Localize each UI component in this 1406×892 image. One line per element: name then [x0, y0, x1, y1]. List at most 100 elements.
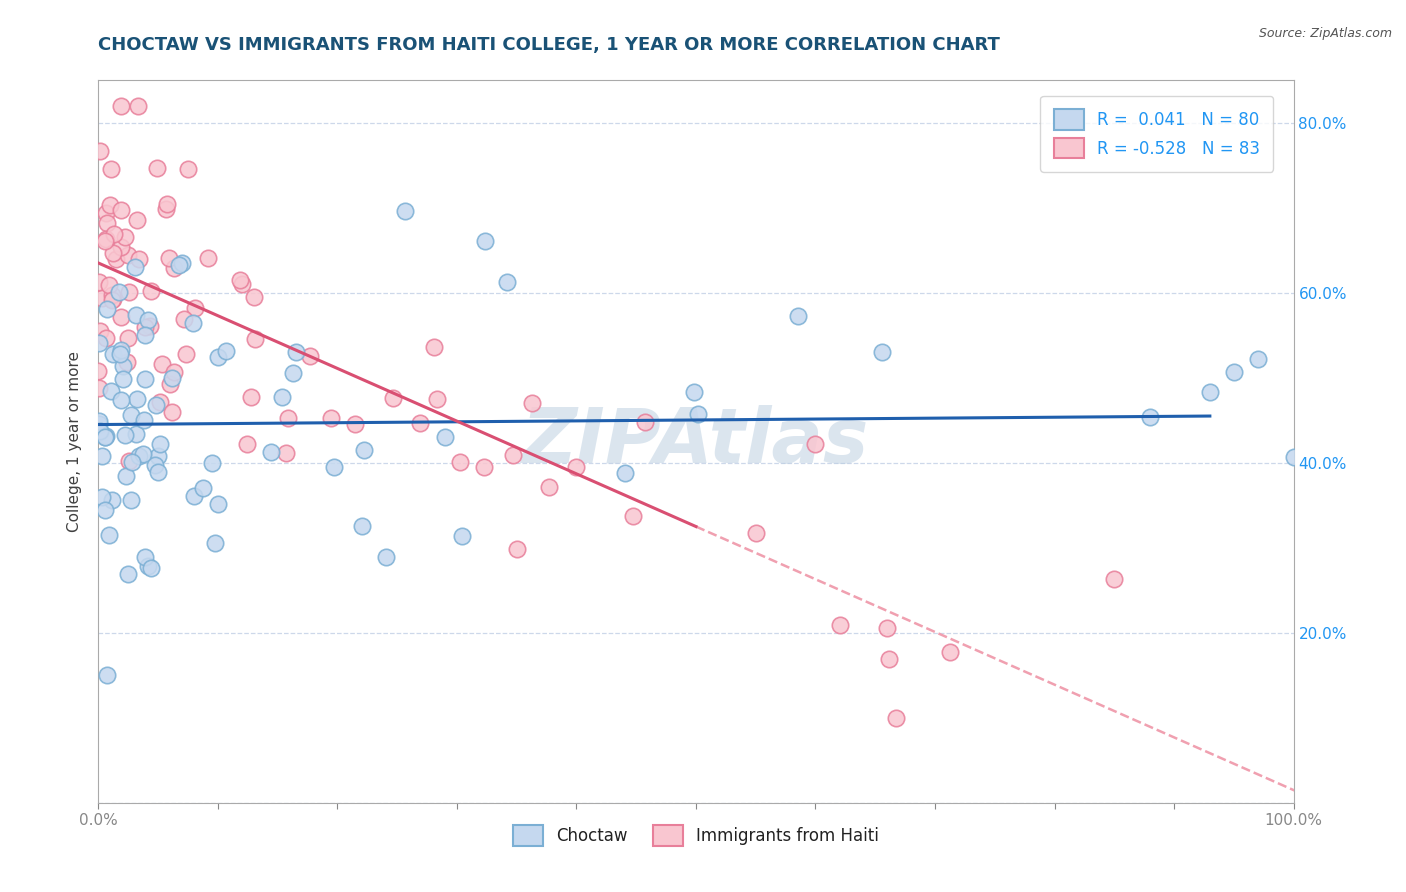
- Point: [870, 344, 893, 359]
- Point: [132, 412, 155, 426]
- Point: [1104, 573, 1126, 587]
- Point: [243, 332, 266, 346]
- Point: [134, 372, 156, 386]
- Point: [156, 197, 179, 211]
- Point: [299, 349, 322, 363]
- Point: [160, 371, 183, 385]
- Point: [125, 427, 148, 442]
- Point: [97, 278, 120, 293]
- Point: [101, 346, 124, 360]
- Point: [94, 428, 117, 442]
- Point: [229, 273, 252, 287]
- Point: [193, 481, 215, 495]
- Point: [804, 437, 827, 451]
- Point: [101, 246, 124, 260]
- Point: [121, 454, 143, 468]
- Point: [101, 292, 124, 306]
- Point: [115, 355, 138, 369]
- Point: [139, 561, 162, 575]
- Point: [114, 469, 136, 483]
- Point: [682, 384, 704, 399]
- Point: [89, 145, 111, 159]
- Point: [127, 213, 149, 227]
- Point: [110, 202, 132, 217]
- Point: [96, 216, 118, 230]
- Point: [1282, 450, 1305, 464]
- Text: ZIPAtlas: ZIPAtlas: [522, 405, 870, 478]
- Point: [183, 489, 205, 503]
- Point: [108, 285, 131, 300]
- Point: [128, 252, 150, 266]
- Point: [633, 415, 655, 429]
- Point: [100, 162, 122, 177]
- Text: CHOCTAW VS IMMIGRANTS FROM HAITI COLLEGE, 1 YEAR OR MORE CORRELATION CHART: CHOCTAW VS IMMIGRANTS FROM HAITI COLLEGE…: [98, 36, 1000, 54]
- Point: [134, 549, 156, 564]
- Point: [177, 161, 200, 176]
- Point: [155, 202, 177, 216]
- Point: [319, 410, 342, 425]
- Point: [114, 428, 136, 442]
- Point: [614, 466, 637, 480]
- Point: [146, 449, 169, 463]
- Point: [148, 437, 170, 451]
- Point: [159, 377, 181, 392]
- Point: [787, 309, 810, 323]
- Point: [207, 350, 229, 364]
- Point: [132, 447, 155, 461]
- Point: [111, 359, 134, 373]
- Point: [231, 277, 253, 291]
- Point: [686, 407, 709, 421]
- Point: [197, 251, 219, 265]
- Point: [91, 490, 114, 504]
- Point: [149, 395, 172, 409]
- Point: [94, 430, 117, 444]
- Point: [139, 318, 162, 333]
- Point: [828, 618, 851, 632]
- Point: [157, 251, 180, 265]
- Point: [117, 330, 139, 344]
- Point: [94, 206, 117, 220]
- Point: [260, 445, 283, 459]
- Point: [163, 261, 186, 276]
- Point: [112, 372, 135, 386]
- Point: [1223, 365, 1246, 379]
- Point: [472, 459, 495, 474]
- Point: [506, 542, 529, 557]
- Point: [118, 285, 141, 299]
- Point: [214, 344, 236, 359]
- Point: [621, 509, 644, 524]
- Point: [283, 366, 305, 380]
- Point: [87, 275, 110, 289]
- Point: [89, 424, 111, 438]
- Point: [136, 558, 159, 573]
- Point: [350, 519, 373, 533]
- Point: [98, 528, 121, 542]
- Point: [451, 529, 474, 543]
- Point: [110, 393, 132, 408]
- Point: [1199, 384, 1222, 399]
- Point: [271, 391, 294, 405]
- Text: Source: ZipAtlas.com: Source: ZipAtlas.com: [1258, 27, 1392, 40]
- Point: [353, 442, 375, 457]
- Point: [96, 668, 118, 682]
- Point: [322, 460, 344, 475]
- Point: [114, 229, 136, 244]
- Point: [96, 231, 118, 245]
- Point: [87, 335, 110, 350]
- Point: [242, 290, 264, 304]
- Point: [89, 381, 111, 395]
- Point: [101, 293, 124, 307]
- Point: [110, 310, 132, 325]
- Point: [538, 480, 561, 494]
- Point: [139, 284, 162, 298]
- Point: [117, 248, 139, 262]
- Point: [423, 340, 446, 354]
- Point: [101, 287, 124, 301]
- Point: [134, 327, 156, 342]
- Point: [172, 256, 194, 270]
- Point: [128, 449, 150, 463]
- Point: [474, 234, 496, 248]
- Point: [204, 536, 226, 550]
- Point: [91, 449, 114, 463]
- Point: [96, 331, 118, 345]
